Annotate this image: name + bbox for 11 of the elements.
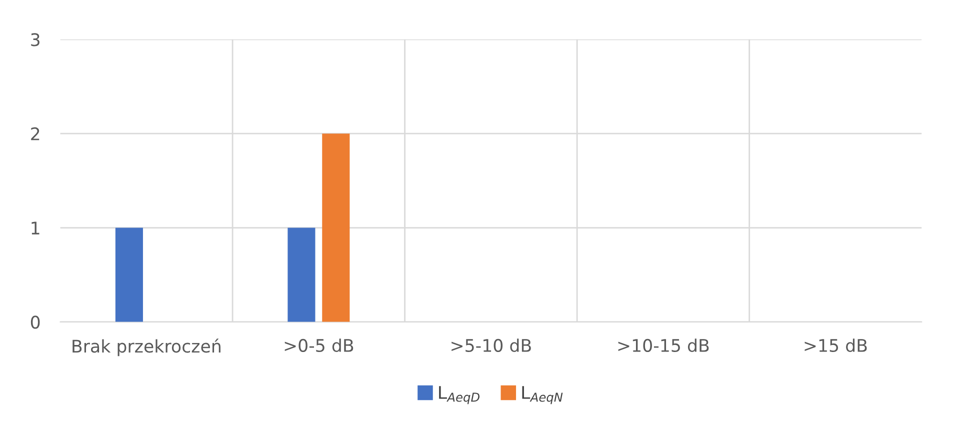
y-tick-label: 2 [31,127,40,140]
legend-label: L$_{AeqD}$ [439,386,480,404]
y-tick-label: 1 [32,222,40,234]
x-tick-label: >15 dB [804,338,867,352]
y-tick-label: 3 [31,33,40,46]
x-tick-label: >5-10 dB [452,338,531,352]
x-tick-label: Brak przekroczeń [72,338,220,356]
y-tick-label: 0 [30,316,40,329]
legend-label: L$_{AeqN}$ [522,386,563,404]
x-tick-label: >0-5 dB [284,338,354,352]
x-tick-label: >10-15 dB [618,338,709,352]
